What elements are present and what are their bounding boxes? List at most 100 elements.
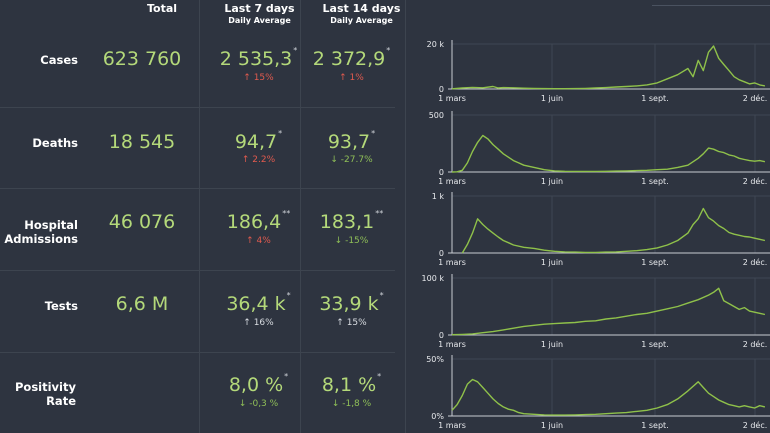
cases-avg14: 2 372,9* [304, 46, 399, 70]
deaths-avg7-mark: * [278, 129, 283, 138]
deaths-avg14-mark: * [371, 129, 376, 138]
hospital-chg14: ↓ -15% [334, 236, 369, 246]
cases-xtick-label: 2 déc. [743, 93, 768, 103]
cases-total: 623 760 [102, 48, 182, 70]
deaths-ytick-label: 500 [429, 111, 444, 120]
tests-avg14: 33,9 k* [304, 291, 399, 315]
tests-xtick-label: 1 sept. [641, 340, 668, 349]
hospital-admissions-xtick-label: 1 juin [541, 258, 563, 267]
tests-xtick-label: 1 mars [438, 340, 466, 349]
header-last14-label: Last 14 days [322, 2, 401, 15]
positivity-chg7: ↓ -0,3 % [238, 399, 279, 409]
positivity-avg14-value: 8,1 % [321, 374, 377, 396]
tests-ytick-label: 100 k [422, 274, 445, 283]
positivity-rate-xtick-label: 1 juin [541, 421, 563, 430]
cases-avg7: 2 535,3* [211, 46, 306, 70]
positivity-rate-ytick-label: 0% [431, 412, 444, 421]
cases-avg7-mark: * [293, 46, 298, 55]
positivity-rate-xtick-label: 1 mars [438, 421, 466, 430]
deaths-series-line [451, 134, 766, 173]
positivity-avg14: 8,1 %* [304, 372, 399, 396]
header-last7-sub: Daily Average [228, 16, 291, 25]
hospital-admissions-xtick-label: 2 déc. [743, 257, 768, 267]
row-label-hospital: Hospital Admissions [4, 218, 78, 246]
tests-series-line [451, 287, 766, 336]
column-divider [405, 0, 406, 433]
positivity-avg7-value: 8,0 % [228, 374, 284, 396]
cases-chg14: ↑ 1% [339, 73, 364, 83]
cases-series-line [451, 45, 766, 90]
deaths-xtick-label: 2 déc. [743, 176, 768, 186]
cases-avg7-value: 2 535,3 [219, 48, 293, 70]
deaths-avg7-value: 94,7 [234, 131, 278, 153]
deaths-avg7: 94,7* [211, 129, 306, 153]
header-last14-sub: Daily Average [330, 16, 393, 25]
deaths-xtick-label: 1 juin [541, 177, 563, 186]
header-total-label: Total [146, 2, 178, 15]
hospital-avg14-mark: ** [375, 209, 384, 218]
header-last7-label: Last 7 days [224, 2, 295, 15]
tests-xtick-label: 2 déc. [743, 339, 768, 349]
hospital-admissions-series-line [461, 207, 766, 254]
tests-chg14: ↑ 15% [336, 318, 367, 328]
hospital-avg7: 186,4** [211, 209, 306, 233]
row-divider [0, 188, 395, 189]
cases-xtick-label: 1 sept. [641, 94, 668, 103]
hospital-avg14-value: 183,1 [319, 211, 375, 233]
positivity-rate-xtick-label: 2 déc. [743, 420, 768, 430]
deaths-chg7: ↑ 2.2% [241, 155, 276, 165]
hospital-admissions-ytick-label: 1 k [432, 192, 445, 201]
tests-xtick-label: 1 juin [541, 340, 563, 349]
deaths-avg14: 93,7* [304, 129, 399, 153]
tests-chg7: ↑ 16% [243, 318, 274, 328]
column-divider [199, 0, 200, 433]
header-last7: Last 7 days Daily Average [212, 2, 307, 27]
deaths-chg14: ↓ -27.7% [330, 155, 373, 165]
hospital-avg7-mark: ** [282, 209, 291, 218]
deaths-xtick-label: 1 sept. [641, 177, 668, 186]
toolbar-strip [652, 0, 770, 6]
cases-xtick-label: 1 juin [541, 94, 563, 103]
tests-avg14-mark: * [379, 291, 384, 300]
cases-chg7: ↑ 15% [243, 73, 274, 83]
hospital-avg14: 183,1** [304, 209, 399, 233]
tests-total: 6,6 M [115, 293, 169, 315]
hospital-admissions-ytick-label: 0 [439, 249, 444, 258]
hospital-total: 46 076 [108, 211, 176, 233]
positivity-rate-ytick-label: 50% [426, 355, 444, 364]
column-divider [300, 0, 301, 433]
tests-avg14-value: 33,9 k [319, 293, 379, 315]
positivity-rate-xtick-label: 1 sept. [641, 421, 668, 430]
tests-ytick-label: 0 [439, 331, 444, 340]
positivity-avg7-mark: * [284, 372, 289, 381]
row-label-deaths: Deaths [32, 136, 78, 150]
cases-xtick-label: 1 mars [438, 94, 466, 103]
header-total: Total [112, 2, 212, 15]
positivity-avg7: 8,0 %* [211, 372, 306, 396]
hospital-avg7-value: 186,4 [226, 211, 282, 233]
cases-ytick-label: 20 k [427, 40, 445, 49]
deaths-avg14-value: 93,7 [327, 131, 371, 153]
hospital-admissions-xtick-label: 1 mars [438, 258, 466, 267]
cases-avg14-value: 2 372,9 [312, 48, 386, 70]
deaths-xtick-label: 1 mars [438, 177, 466, 186]
deaths-ytick-label: 0 [439, 168, 444, 177]
positivity-chg14: ↓ -1,8 % [331, 399, 372, 409]
tests-avg7: 36,4 k* [211, 291, 306, 315]
hospital-admissions-xtick-label: 1 sept. [641, 258, 668, 267]
hospital-chg7: ↑ 4% [246, 236, 271, 246]
deaths-total: 18 545 [108, 131, 176, 153]
tests-avg7-mark: * [286, 291, 291, 300]
positivity-rate-series-line [451, 378, 766, 416]
tests-avg7-value: 36,4 k [226, 293, 286, 315]
cases-avg14-mark: * [386, 46, 391, 55]
row-label-tests: Tests [44, 299, 78, 313]
cases-ytick-label: 0 [439, 85, 444, 94]
positivity-avg14-mark: * [377, 372, 382, 381]
row-divider [0, 107, 395, 108]
row-label-cases: Cases [40, 53, 78, 67]
row-divider [0, 352, 395, 353]
row-divider [0, 270, 395, 271]
row-label-positivity: Positivity Rate [15, 380, 76, 408]
